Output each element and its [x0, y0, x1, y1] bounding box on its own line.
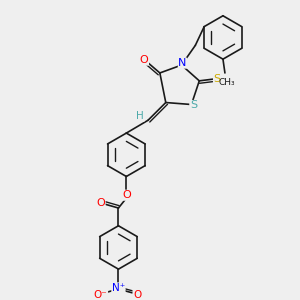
Text: N: N	[178, 58, 187, 68]
Text: O: O	[133, 290, 141, 300]
Text: O: O	[140, 55, 148, 65]
Text: S: S	[214, 74, 220, 84]
Text: O: O	[122, 190, 131, 200]
Text: H: H	[136, 111, 144, 121]
Text: O: O	[96, 198, 105, 208]
Text: O⁻: O⁻	[94, 290, 108, 300]
Text: N⁺: N⁺	[112, 283, 125, 293]
Text: S: S	[190, 100, 197, 110]
Text: CH₃: CH₃	[219, 78, 235, 87]
